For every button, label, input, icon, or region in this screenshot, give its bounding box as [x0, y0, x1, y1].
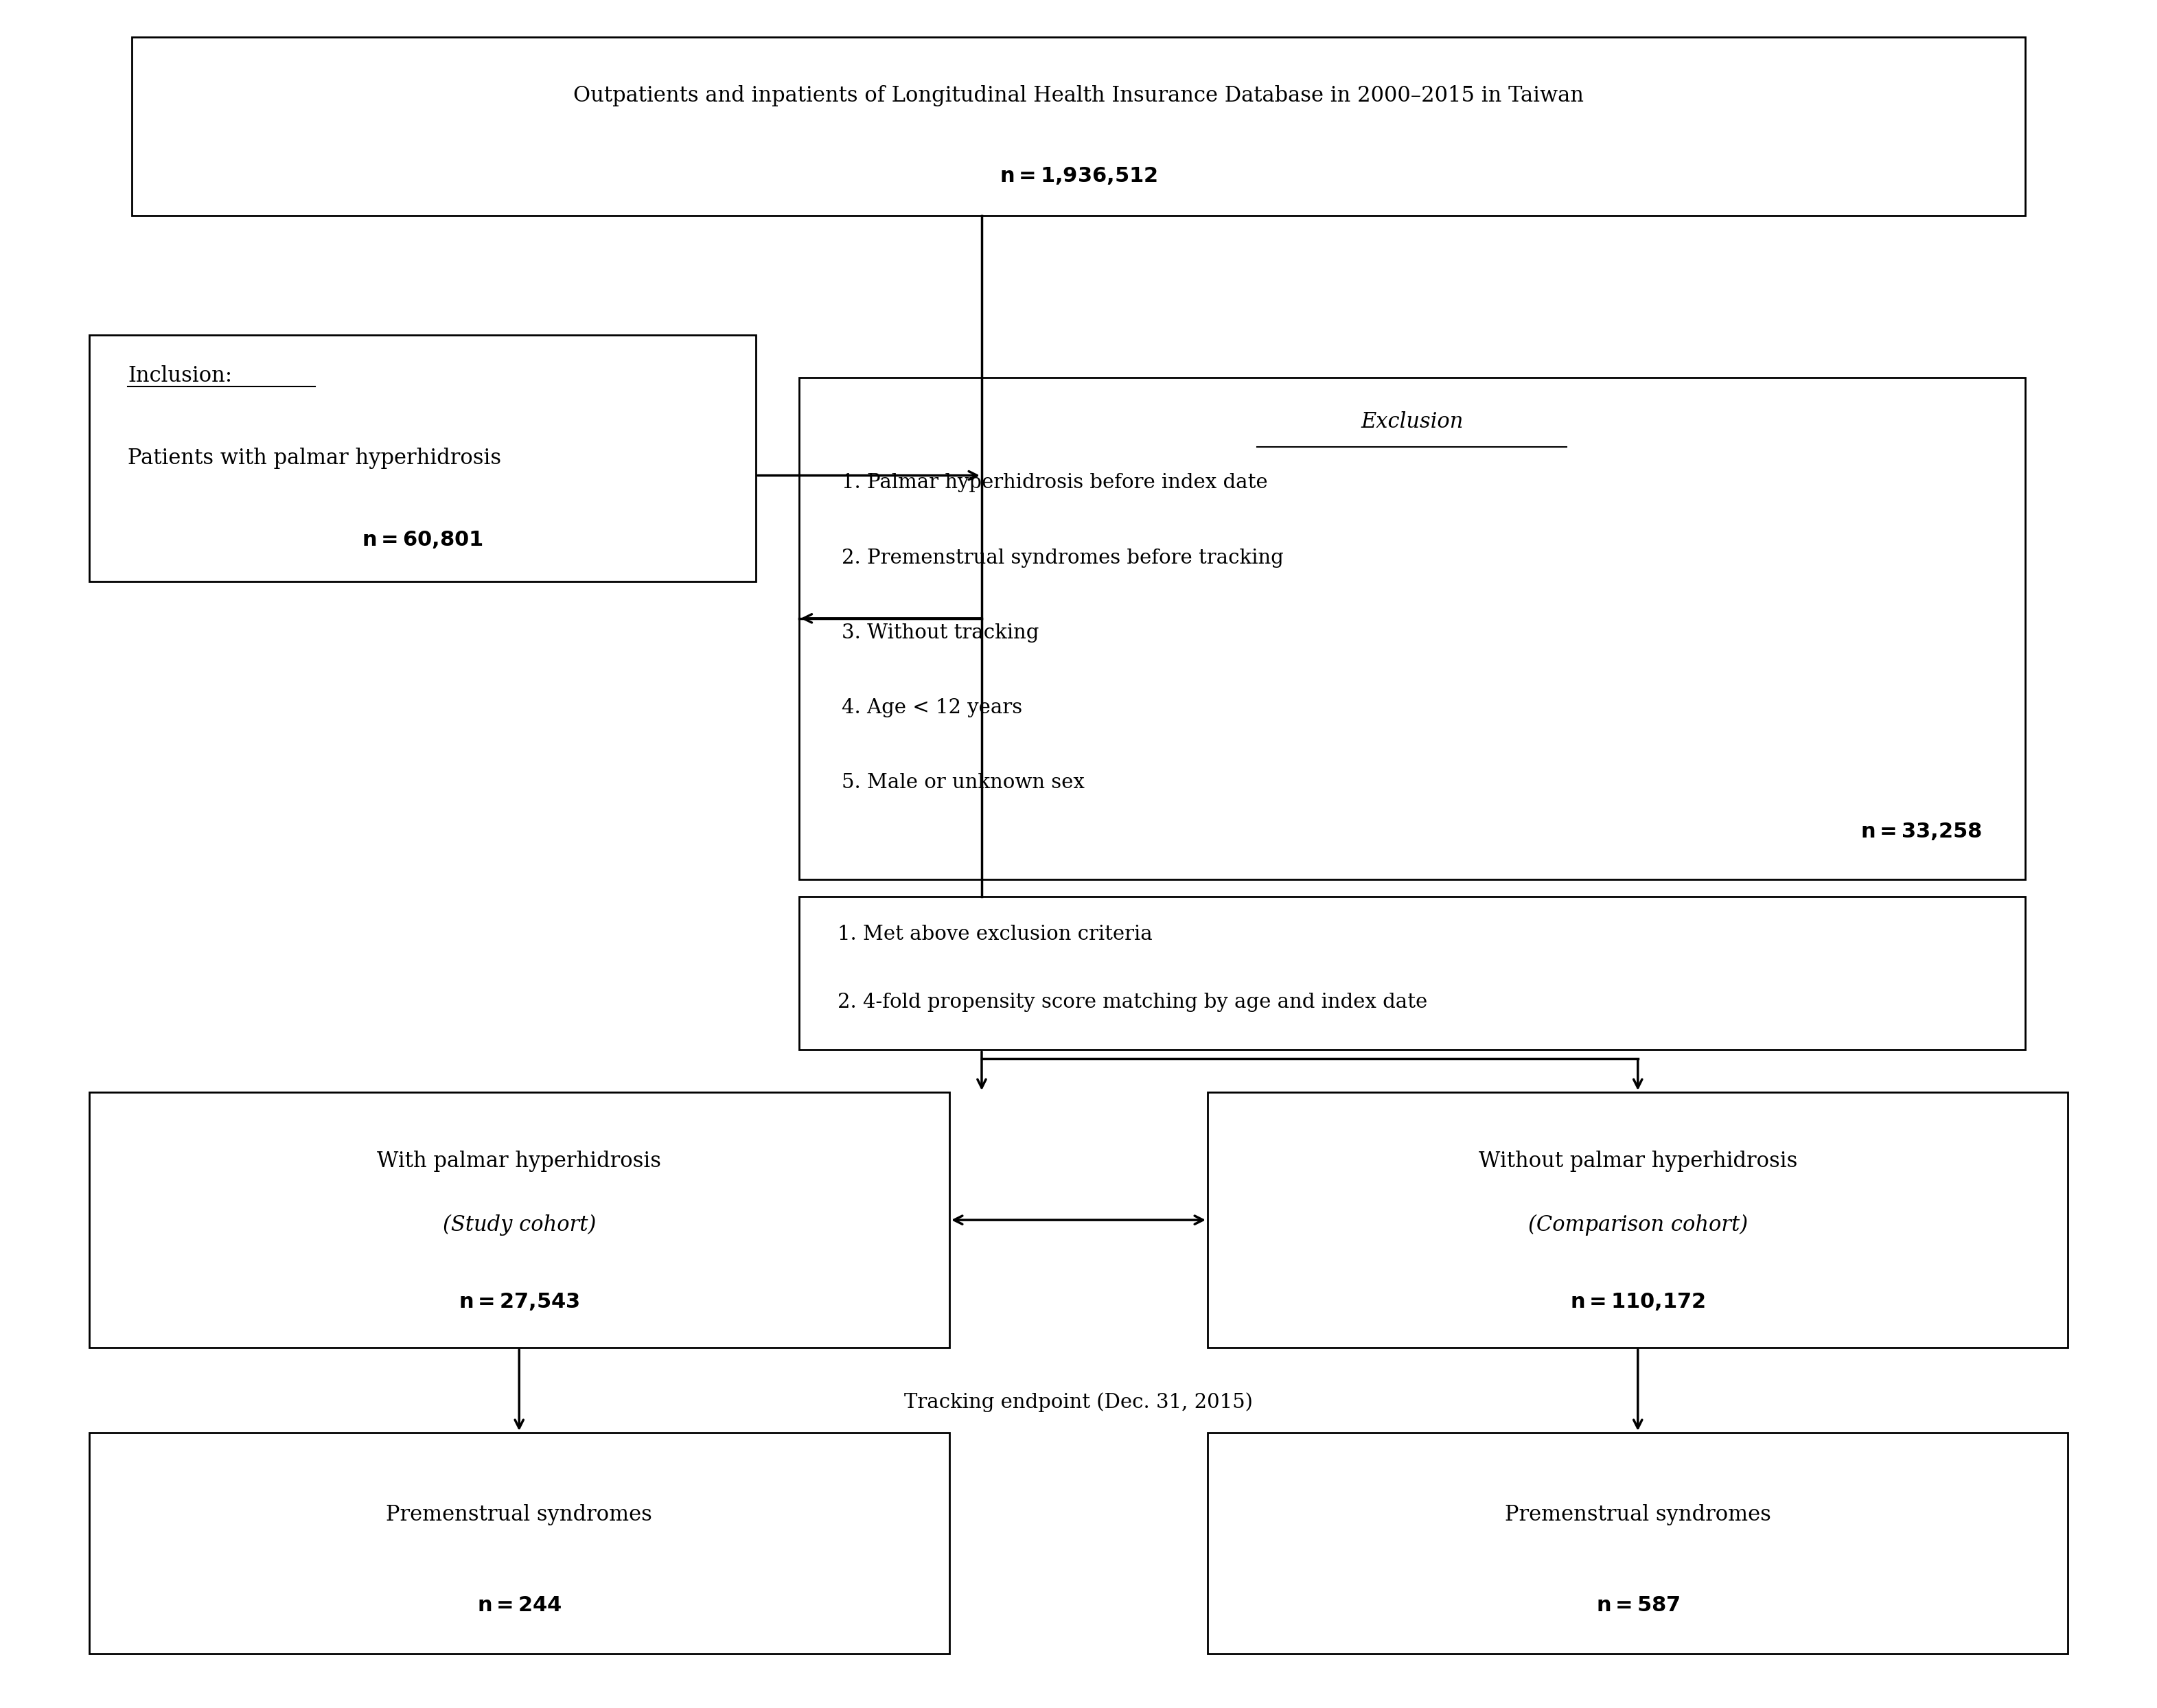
Text: 2. 4-fold propensity score matching by age and index date: 2. 4-fold propensity score matching by a… [837, 992, 1428, 1011]
Text: 2. Premenstrual syndromes before tracking: 2. Premenstrual syndromes before trackin… [841, 548, 1283, 567]
Text: $\mathbf{n = 1{,}936{,}512}$: $\mathbf{n = 1{,}936{,}512}$ [999, 166, 1158, 186]
Text: Without palmar hyperhidrosis: Without palmar hyperhidrosis [1478, 1151, 1797, 1172]
Text: $\mathbf{n = 110{,}172}$: $\mathbf{n = 110{,}172}$ [1570, 1291, 1706, 1312]
Text: $\mathbf{n = 33{,}258}$: $\mathbf{n = 33{,}258}$ [1861, 822, 1982, 842]
FancyBboxPatch shape [798, 897, 2025, 1050]
FancyBboxPatch shape [1208, 1433, 2069, 1653]
Text: $\mathbf{n = 587}$: $\mathbf{n = 587}$ [1596, 1595, 1680, 1616]
Text: Outpatients and inpatients of Longitudinal Health Insurance Database in 2000–201: Outpatients and inpatients of Longitudin… [574, 85, 1583, 106]
Text: Exclusion: Exclusion [1361, 412, 1462, 432]
Text: Patients with palmar hyperhidrosis: Patients with palmar hyperhidrosis [127, 447, 500, 470]
FancyBboxPatch shape [132, 38, 2025, 215]
FancyBboxPatch shape [88, 335, 755, 582]
Text: $\mathbf{n = 60{,}801}$: $\mathbf{n = 60{,}801}$ [362, 529, 483, 550]
Text: Premenstrual syndromes: Premenstrual syndromes [1506, 1505, 1771, 1525]
FancyBboxPatch shape [1208, 1093, 2069, 1348]
Text: 3. Without tracking: 3. Without tracking [841, 623, 1040, 642]
FancyBboxPatch shape [88, 1433, 949, 1653]
Text: $\mathbf{n = 244}$: $\mathbf{n = 244}$ [477, 1595, 561, 1616]
Text: 1. Palmar hyperhidrosis before index date: 1. Palmar hyperhidrosis before index dat… [841, 473, 1268, 492]
Text: Premenstrual syndromes: Premenstrual syndromes [386, 1505, 651, 1525]
Text: $\mathbf{n = 27{,}543}$: $\mathbf{n = 27{,}543}$ [459, 1291, 580, 1312]
Text: Tracking endpoint (Dec. 31, 2015): Tracking endpoint (Dec. 31, 2015) [904, 1392, 1253, 1413]
FancyBboxPatch shape [88, 1093, 949, 1348]
Text: (Comparison cohort): (Comparison cohort) [1527, 1214, 1747, 1237]
Text: 5. Male or unknown sex: 5. Male or unknown sex [841, 774, 1085, 793]
Text: 4. Age < 12 years: 4. Age < 12 years [841, 699, 1022, 717]
FancyBboxPatch shape [798, 377, 2025, 880]
Text: With palmar hyperhidrosis: With palmar hyperhidrosis [377, 1151, 662, 1172]
Text: (Study cohort): (Study cohort) [442, 1214, 595, 1237]
Text: Inclusion:: Inclusion: [127, 366, 233, 386]
Text: 1. Met above exclusion criteria: 1. Met above exclusion criteria [837, 924, 1152, 943]
